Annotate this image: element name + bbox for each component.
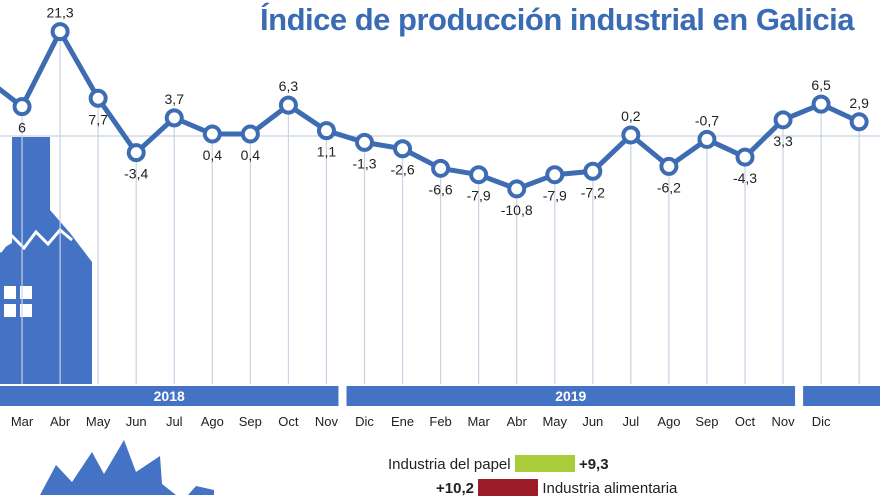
data-label: 21,3 — [46, 5, 73, 21]
data-point — [735, 147, 755, 167]
data-label: 1,1 — [317, 144, 337, 160]
data-point — [88, 88, 108, 108]
chart-title: Índice de producción industrial en Galic… — [260, 2, 854, 37]
data-point — [12, 97, 32, 117]
x-tick-label: Mar — [467, 414, 490, 429]
x-tick-label: Nov — [315, 414, 339, 429]
data-label: 6,3 — [279, 78, 299, 94]
data-point — [507, 179, 527, 199]
x-tick-label: Jun — [126, 414, 147, 429]
legend-paper-label: Industria del papel — [388, 456, 511, 473]
data-label: 0,2 — [621, 108, 641, 124]
data-point — [621, 125, 641, 145]
legend-food-label: Industria alimentaria — [542, 480, 678, 497]
data-label: -0,7 — [695, 112, 719, 128]
data-point — [469, 165, 489, 185]
data-point — [773, 110, 793, 130]
data-label: -3,4 — [124, 166, 148, 182]
year-bar — [346, 386, 796, 406]
data-label: 6,5 — [811, 77, 831, 93]
x-tick-label: Feb — [429, 414, 451, 429]
data-point — [659, 156, 679, 176]
x-tick-label: Ago — [657, 414, 680, 429]
data-point — [545, 165, 565, 185]
data-point — [164, 108, 184, 128]
x-tick-label: Nov — [771, 414, 795, 429]
data-label: -2,6 — [390, 162, 414, 178]
factory-window — [4, 286, 16, 299]
data-label: 0,4 — [203, 147, 223, 163]
factory-window — [20, 286, 32, 299]
data-point — [697, 129, 717, 149]
data-point — [849, 112, 869, 132]
x-tick-label: Jun — [582, 414, 603, 429]
x-tick-label: Sep — [239, 414, 262, 429]
x-tick-label: Sep — [695, 414, 718, 429]
data-point — [202, 124, 222, 144]
data-point — [355, 132, 374, 152]
data-point — [50, 22, 70, 42]
data-label: 2,9 — [849, 95, 869, 111]
data-point — [278, 95, 298, 115]
data-label: -1,3 — [352, 155, 376, 171]
x-tick-label: Dic — [812, 414, 831, 429]
x-tick-label: Abr — [507, 414, 528, 429]
x-tick-label: Jul — [623, 414, 640, 429]
data-label: -6,6 — [429, 181, 453, 197]
legend-paper-value: +9,3 — [578, 456, 609, 473]
x-tick-label: Oct — [735, 414, 756, 429]
x-tick-label: May — [86, 414, 111, 429]
data-label: -4,3 — [733, 170, 757, 186]
data-point — [811, 94, 831, 114]
emblem-fragment — [188, 486, 214, 495]
data-label: 3,3 — [773, 133, 793, 149]
data-point — [393, 139, 413, 159]
legend-food-swatch — [478, 479, 539, 496]
year-label: 2018 — [154, 388, 185, 404]
data-label: -7,9 — [543, 188, 567, 204]
factory-illustration — [0, 137, 92, 384]
x-tick-label: Dic — [355, 414, 374, 429]
legend-paper: Industria del papel +9,3 — [388, 455, 609, 473]
data-label: -7,2 — [581, 184, 605, 200]
data-point — [316, 121, 336, 141]
x-tick-label: Ago — [201, 414, 224, 429]
data-label: -7,9 — [467, 188, 491, 204]
year-label: 2019 — [555, 388, 586, 404]
data-point — [583, 161, 603, 181]
x-tick-label: Mar — [11, 414, 34, 429]
legend-food: +10,2 Industria alimentaria — [436, 479, 677, 497]
data-point — [431, 158, 451, 178]
data-label: -6,2 — [657, 179, 681, 195]
data-label: 6 — [18, 120, 26, 136]
legend-food-value: +10,2 — [436, 480, 474, 497]
x-tick-label: Oct — [278, 414, 299, 429]
year-bar — [0, 386, 339, 406]
emblem-illustration — [40, 440, 176, 495]
data-label: 3,7 — [165, 91, 185, 107]
data-label: 0,4 — [241, 147, 261, 163]
year-bar — [803, 386, 880, 406]
x-tick-label: May — [542, 414, 567, 429]
data-label: 7,7 — [88, 111, 108, 127]
factory-window — [4, 304, 16, 317]
legend-paper-swatch — [514, 455, 575, 472]
data-label: -10,8 — [501, 202, 533, 218]
x-tick-label: Ene — [391, 414, 414, 429]
data-point — [240, 124, 260, 144]
factory-window — [20, 304, 32, 317]
x-tick-label: Abr — [50, 414, 71, 429]
data-point — [126, 143, 146, 163]
x-tick-label: Jul — [166, 414, 183, 429]
